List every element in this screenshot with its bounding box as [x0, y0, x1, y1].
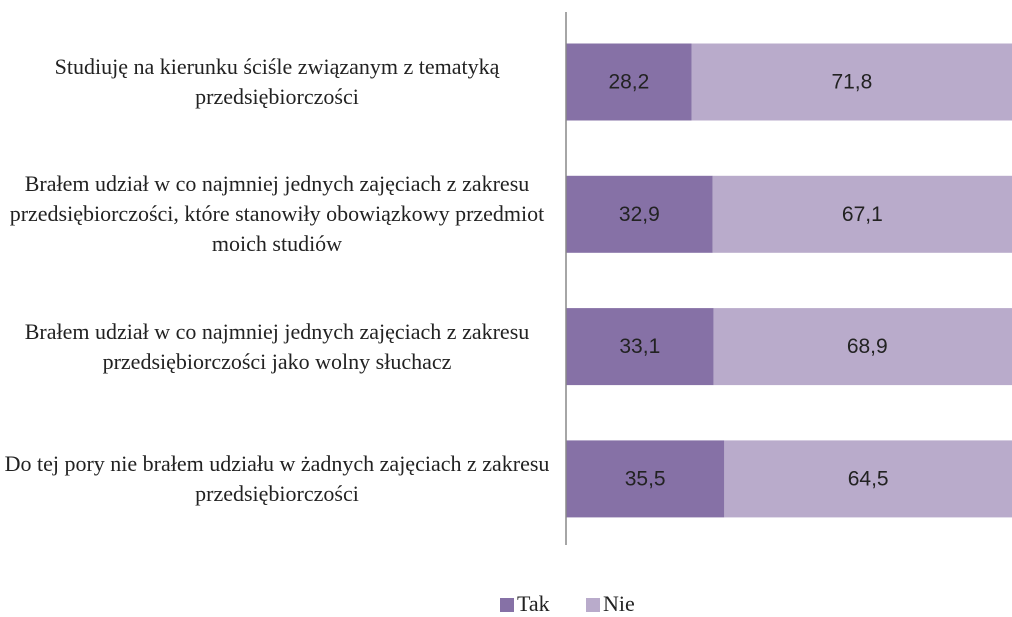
category-label: Brałem udział w co najmniej jednych zaję… [9, 171, 545, 257]
legend-swatch [500, 598, 514, 612]
bar-segment [566, 43, 692, 121]
value-label: 64,5 [848, 467, 889, 490]
category-label: Brałem udział w co najmniej jednych zaję… [24, 318, 530, 374]
bar-segment [724, 440, 1012, 518]
bar-segment [712, 175, 1012, 253]
bar-segment [713, 308, 1012, 386]
value-label: 68,9 [847, 335, 888, 358]
value-label: 67,1 [842, 203, 883, 226]
legend-label: Tak [517, 591, 550, 616]
value-label: 33,1 [619, 335, 660, 358]
value-label: 32,9 [619, 203, 660, 226]
legend-swatch [586, 598, 600, 612]
bar-segment [691, 43, 1012, 121]
bar-segment [566, 175, 713, 253]
value-label: 28,2 [608, 71, 649, 94]
legend-label: Nie [603, 591, 635, 616]
category-label: Studiuję na kierunku ściśle związanym z … [54, 54, 500, 109]
bar-segment [566, 440, 725, 518]
value-label: 35,5 [625, 467, 666, 490]
value-label: 71,8 [831, 71, 872, 94]
bar-segment [566, 308, 714, 386]
category-label: Do tej pory nie brałem udziału w żadnych… [4, 450, 550, 506]
